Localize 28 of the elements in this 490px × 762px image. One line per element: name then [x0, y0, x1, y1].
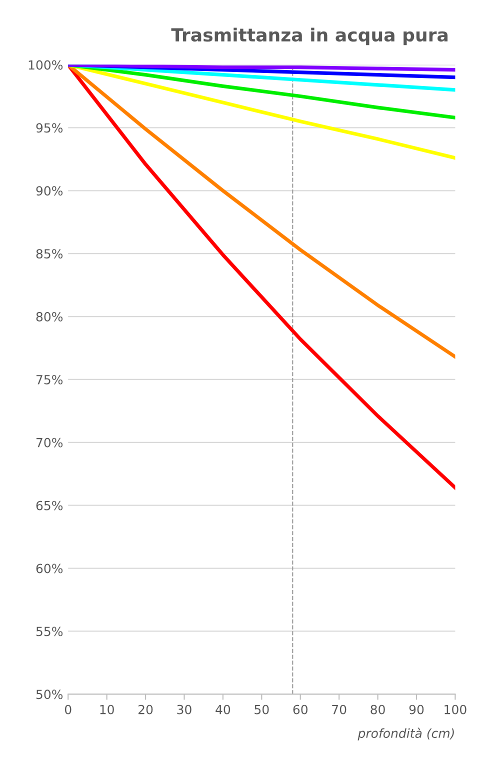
y-tick-label: 90% — [36, 186, 63, 196]
x-tick-label: 30 — [177, 704, 192, 714]
x-axis-title: profondità (cm) — [358, 728, 454, 740]
y-tick-label: 60% — [36, 564, 63, 574]
line-series — [68, 64, 456, 490]
y-tick-label: 55% — [36, 626, 63, 636]
y-tick-label: 95% — [36, 123, 63, 133]
line-series — [68, 64, 456, 120]
x-tick-label: 40 — [216, 704, 230, 714]
x-tick-label: 10 — [100, 704, 114, 714]
y-tick-label: 50% — [36, 690, 63, 700]
x-tick-label: 80 — [370, 704, 385, 714]
x-tick-label: 20 — [138, 704, 153, 714]
x-tick-label: 0 — [64, 704, 72, 714]
line-series — [68, 64, 456, 359]
x-tick-label: 70 — [332, 704, 346, 714]
y-tick-label: 70% — [36, 438, 63, 448]
line-series — [68, 64, 456, 160]
y-tick-label: 85% — [36, 249, 63, 259]
y-tick-label: 65% — [36, 500, 63, 510]
chart-title: Trasmittanza in acqua pura — [171, 28, 448, 46]
x-tick-label: 50 — [254, 704, 269, 714]
y-tick-label: 100% — [28, 60, 63, 70]
y-tick-label: 75% — [36, 374, 63, 384]
x-tick-label: 90 — [409, 704, 424, 714]
x-tick-label: 100 — [444, 704, 466, 714]
y-tick-label: 80% — [36, 312, 63, 322]
x-tick-label: 60 — [293, 704, 308, 714]
